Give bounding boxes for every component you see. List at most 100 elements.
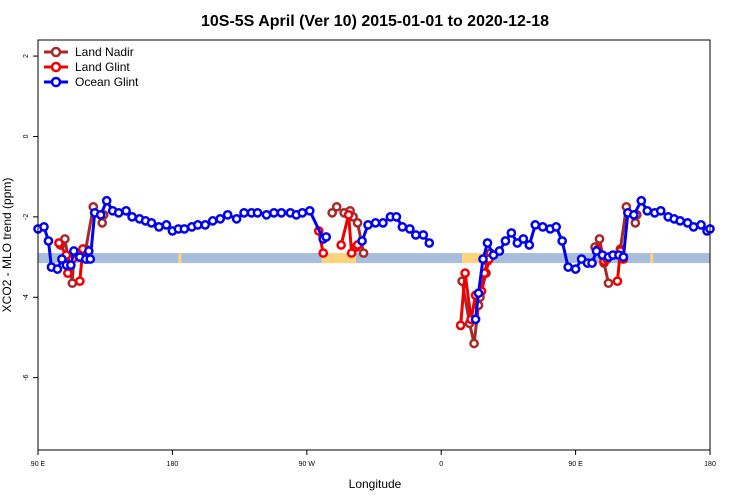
data-point xyxy=(473,288,484,299)
data-point xyxy=(418,230,429,240)
y-tick-label: -2 xyxy=(23,214,30,220)
band-highlight xyxy=(462,253,491,264)
data-point xyxy=(74,276,85,287)
data-point xyxy=(630,218,641,228)
data-point xyxy=(530,220,541,230)
data-point xyxy=(424,238,435,248)
data-point xyxy=(127,212,137,222)
plot-frame xyxy=(37,39,711,451)
data-point xyxy=(343,210,354,220)
data-point xyxy=(352,218,363,228)
legend-label: Land Glint xyxy=(75,60,130,74)
y-tick-label: -4 xyxy=(23,294,30,300)
y-tick-label: 2 xyxy=(23,54,30,58)
data-point xyxy=(378,218,388,228)
data-point xyxy=(655,205,666,216)
band-highlight xyxy=(321,253,357,264)
data-point xyxy=(524,240,535,250)
data-point xyxy=(121,205,131,216)
data-point xyxy=(297,207,308,218)
data-point xyxy=(563,262,573,272)
data-point xyxy=(391,212,402,222)
x-tick-label: 90 E xyxy=(31,461,46,468)
data-point xyxy=(222,210,233,220)
data-point xyxy=(68,246,79,256)
data-point xyxy=(252,207,263,218)
data-point xyxy=(370,218,381,228)
data-point xyxy=(500,236,511,246)
data-point xyxy=(506,228,517,238)
data-point xyxy=(603,278,614,289)
y-axis: 2 0 -2 -4 -6 xyxy=(23,54,38,381)
data-point xyxy=(276,207,287,218)
legend-marker xyxy=(50,76,62,88)
data-point xyxy=(618,252,629,262)
data-point xyxy=(696,220,706,230)
data-point xyxy=(628,210,639,220)
x-tick-label: 180 xyxy=(167,461,179,468)
data-point xyxy=(327,207,338,218)
data-point xyxy=(357,236,367,246)
data-point xyxy=(231,214,242,224)
data-point xyxy=(154,222,164,232)
data-point xyxy=(113,207,124,218)
legend-label: Land Nadir xyxy=(75,45,134,59)
data-point xyxy=(494,246,505,256)
data-point xyxy=(363,220,373,230)
y-tick-label: 0 xyxy=(23,134,30,138)
series-ocean-glint xyxy=(33,195,715,325)
data-point xyxy=(43,236,54,246)
chart-title: 10S-5S April (Ver 10) 2015-01-01 to 2020… xyxy=(201,13,549,30)
data-point xyxy=(261,210,272,220)
data-point xyxy=(336,240,346,250)
data-point xyxy=(215,214,226,224)
series-layer xyxy=(33,195,715,349)
data-point xyxy=(455,320,466,331)
data-point xyxy=(636,195,647,206)
data-point xyxy=(269,207,279,218)
data-point xyxy=(410,230,421,240)
reference-band xyxy=(38,253,710,264)
data-point xyxy=(207,216,218,226)
data-point xyxy=(482,238,493,248)
data-point xyxy=(54,238,64,248)
data-point xyxy=(551,222,562,232)
data-point xyxy=(146,218,157,228)
data-point xyxy=(85,254,96,264)
data-point xyxy=(612,276,623,287)
data-point xyxy=(239,207,249,218)
data-point xyxy=(67,278,78,289)
x-tick-label: 0 xyxy=(439,461,443,468)
data-point xyxy=(346,248,357,258)
data-point xyxy=(642,205,653,216)
data-point xyxy=(537,222,548,232)
data-point xyxy=(83,246,94,256)
data-point xyxy=(460,268,470,278)
data-point xyxy=(101,195,112,206)
data-point xyxy=(688,222,699,232)
data-point xyxy=(161,220,172,230)
legend-marker xyxy=(50,46,62,58)
legend-marker xyxy=(50,61,62,73)
data-point xyxy=(594,234,605,244)
data-point xyxy=(404,224,415,234)
data-point xyxy=(469,338,479,349)
data-point xyxy=(570,264,581,274)
band-base xyxy=(38,253,710,264)
data-point xyxy=(318,248,329,258)
data-point xyxy=(557,236,568,246)
data-point xyxy=(470,314,481,325)
data-point xyxy=(200,220,211,230)
x-axis-label: Longitude xyxy=(349,477,402,491)
data-point xyxy=(304,205,315,216)
data-point xyxy=(39,222,49,232)
data-point xyxy=(97,218,108,228)
x-tick-label: 180 xyxy=(704,461,716,468)
data-point xyxy=(66,260,76,270)
band-highlight xyxy=(650,253,654,264)
x-axis: 90 E 180 90 W 0 90 E 180 xyxy=(31,450,716,468)
data-point xyxy=(52,264,63,274)
x-tick-label: 90 W xyxy=(299,461,316,468)
